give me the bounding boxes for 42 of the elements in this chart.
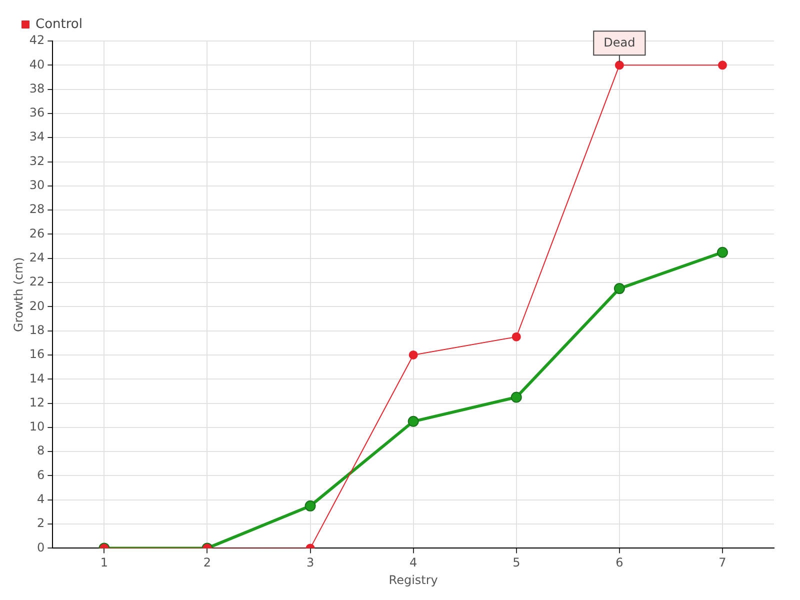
x-tick-label: 2 — [203, 556, 212, 570]
y-tick-label: 0 — [37, 540, 45, 554]
y-tick-label: 36 — [29, 106, 45, 120]
point — [304, 500, 316, 512]
y-tick-label: 42 — [29, 33, 45, 48]
y-tick-label: 22 — [29, 274, 45, 289]
x-tick-label: 3 — [306, 556, 314, 570]
y-tick-label: 6 — [37, 468, 45, 482]
legend-label: Control — [36, 16, 82, 32]
y-tick-label: 14 — [29, 371, 45, 386]
y-tick-label: 10 — [29, 420, 45, 434]
y-tick-label: 40 — [29, 57, 45, 72]
y-tick-label: 18 — [29, 322, 45, 337]
y-tick-label: 32 — [29, 154, 45, 168]
x-axis-title: Registry — [388, 572, 438, 587]
point — [510, 392, 522, 403]
y-tick-label: 28 — [29, 202, 45, 216]
annotation: Dead — [604, 35, 636, 50]
y-axis-title: Growth (cm) — [11, 257, 26, 332]
y-tick-label: 8 — [37, 444, 45, 458]
y-tick-label: 4 — [37, 492, 45, 506]
x-tick-label: 5 — [512, 556, 520, 570]
x-tick-label: 4 — [410, 556, 418, 570]
point — [614, 283, 625, 294]
y-tick-label: 26 — [29, 226, 45, 240]
y-tick-label: 12 — [29, 395, 45, 410]
point — [718, 60, 727, 70]
x-tick-label: 7 — [718, 556, 726, 570]
point — [512, 332, 521, 342]
x-tick-label: 1 — [100, 556, 108, 570]
point — [614, 60, 624, 70]
point — [408, 350, 418, 360]
y-tick-label: 30 — [29, 178, 45, 192]
y-tick-label: 20 — [29, 298, 45, 313]
y-tick-label: 34 — [29, 130, 45, 144]
y-tick-label: 24 — [29, 250, 45, 264]
y-tick-label: 16 — [29, 347, 45, 362]
y-tick-label: 38 — [29, 81, 45, 96]
y-tick-label: 2 — [37, 516, 45, 530]
x-tick-label: 6 — [616, 556, 624, 570]
point — [408, 416, 419, 427]
point — [716, 246, 728, 258]
